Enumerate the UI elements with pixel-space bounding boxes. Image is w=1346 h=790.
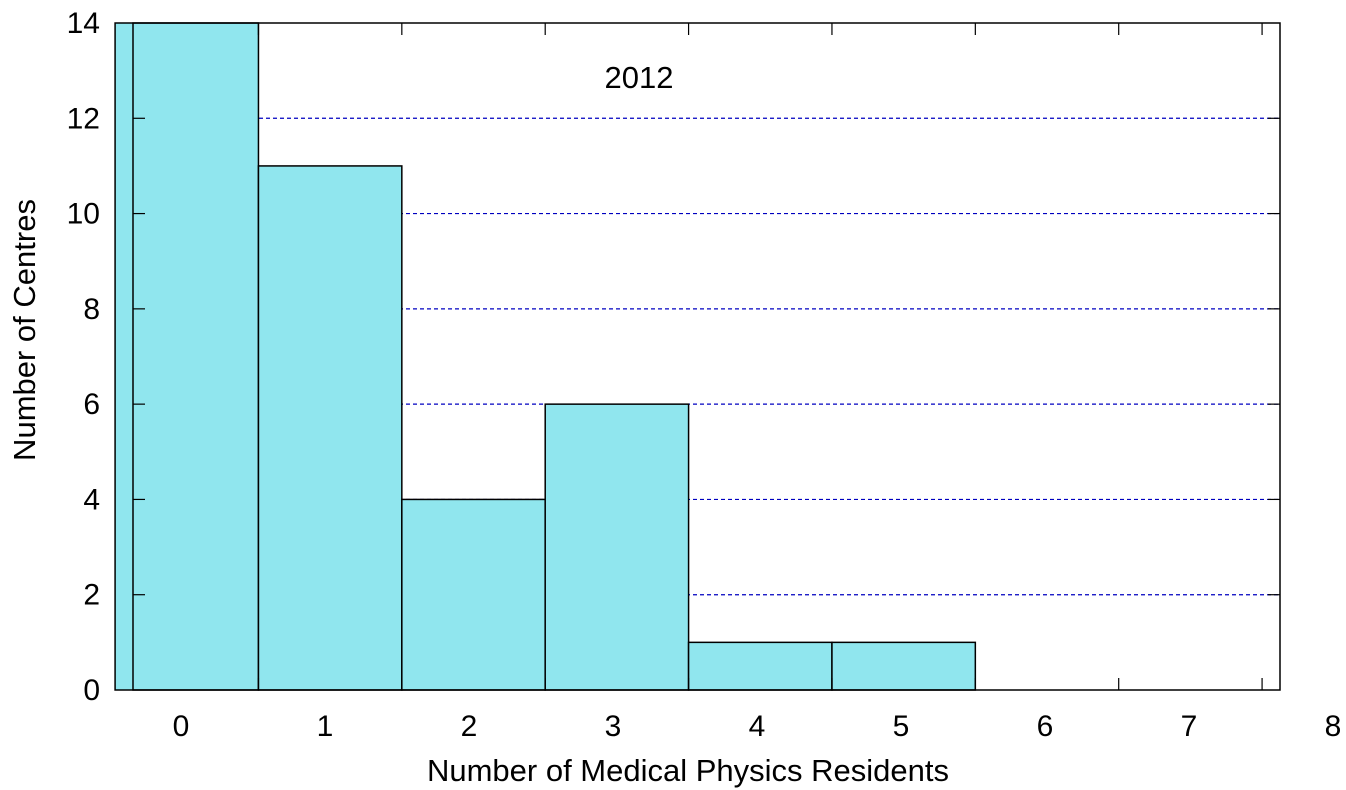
x-tick-label-8: 8: [1325, 710, 1342, 743]
y-tick-label-2: 2: [83, 579, 100, 612]
y-tick-label-12: 12: [67, 102, 100, 135]
x-tick-labels: 0 1 2 3 4 5 6 7 8: [173, 710, 1342, 743]
x-tick-label-2: 2: [461, 710, 478, 743]
y-tick-label-0: 0: [83, 674, 100, 707]
bars: [114, 22, 977, 691]
y-tick-label-6: 6: [83, 388, 100, 421]
x-tick-label-1: 1: [317, 710, 334, 743]
axis-ticks: [133, 23, 1280, 690]
x-tick-label-4: 4: [749, 710, 766, 743]
bar-4: [687, 641, 833, 691]
y-tick-labels: 0 2 4 6 8 10 12 14: [67, 7, 100, 707]
x-tick-label-0: 0: [173, 710, 190, 743]
bar-0: [114, 22, 260, 691]
x-tick-label-7: 7: [1181, 710, 1198, 743]
y-tick-label-4: 4: [83, 483, 100, 516]
y-tick-label-14: 14: [67, 7, 100, 40]
x-axis-title: Number of Medical Physics Residents: [427, 753, 949, 788]
bar-3: [544, 403, 690, 691]
x-tick-label-5: 5: [893, 710, 910, 743]
x-tick-label-6: 6: [1037, 710, 1054, 743]
year-annotation: 2012: [605, 60, 674, 95]
bar-2: [401, 498, 546, 691]
bar-1: [257, 165, 403, 691]
y-tick-label-8: 8: [83, 293, 100, 326]
y-axis-title: Number of Centres: [7, 199, 42, 461]
plot-frame: [132, 22, 1281, 691]
y-tick-label-10: 10: [67, 198, 100, 231]
x-tick-label-3: 3: [605, 710, 622, 743]
bar-5: [831, 641, 977, 691]
